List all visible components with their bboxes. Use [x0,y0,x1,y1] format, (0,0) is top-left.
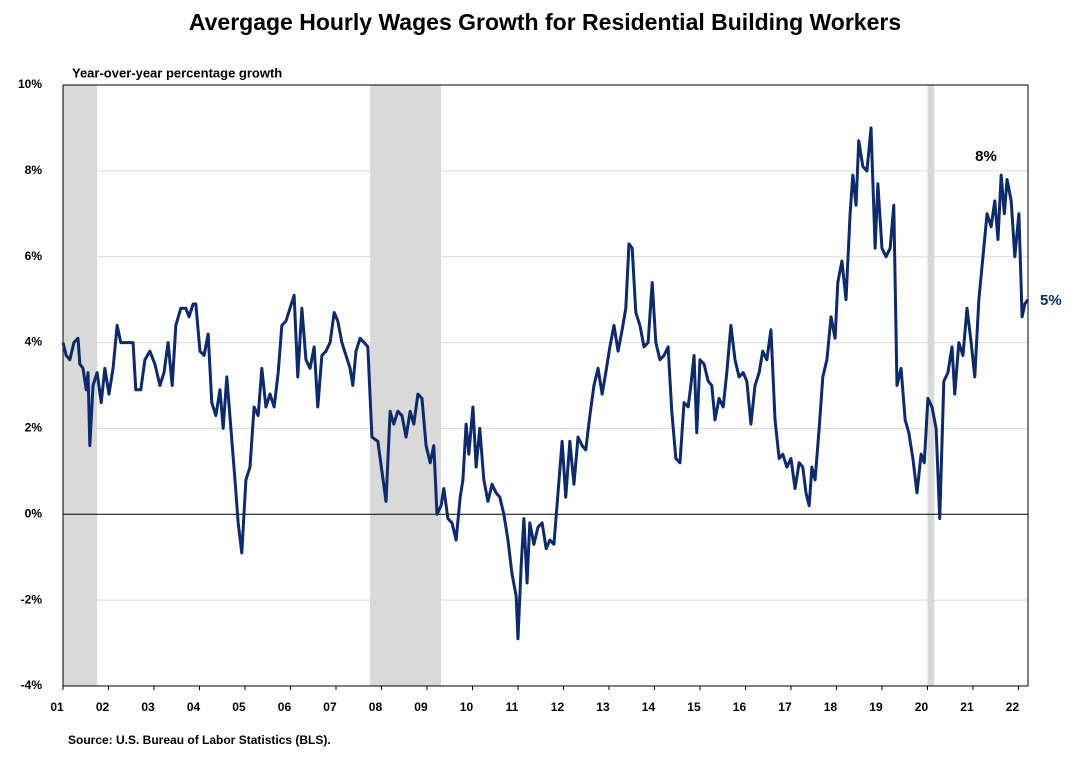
x-tick-label: 17 [778,700,792,714]
x-tick-label: 11 [506,700,519,714]
recession-band [370,85,442,686]
x-tick-label: 08 [369,700,383,714]
y-tick-label: 8% [25,163,43,177]
annotation: 5% [1040,292,1062,309]
y-tick-label: -4% [21,678,43,692]
x-tick-label: 01 [50,700,64,714]
y-tick-label: 10% [18,77,42,91]
x-tick-label: 16 [733,700,747,714]
recession-band [927,85,935,686]
x-tick-label: 14 [642,700,656,714]
y-tick-label: 6% [25,249,43,263]
y-tick-label: -2% [21,592,43,606]
data-line [61,126,1030,641]
x-tick-label: 20 [915,700,929,714]
x-tick-label: 15 [687,700,701,714]
x-tick-label: 09 [414,700,428,714]
x-tick-label: 05 [232,700,246,714]
plot-frame [62,84,1029,687]
x-tick-label: 19 [869,700,883,714]
x-tick-label: 10 [460,700,474,714]
x-tick-label: 02 [96,700,110,714]
recession-band [63,85,98,686]
x-tick-label: 18 [824,700,838,714]
x-tick-label: 13 [596,700,610,714]
y-tick-label: 4% [25,335,43,349]
y-tick-label: 0% [25,506,43,520]
source: Source: U.S. Bureau of Labor Statistics … [68,733,331,747]
x-tick-label: 22 [1006,700,1020,714]
y-axis-label: Year-over-year percentage growth [72,65,282,80]
chart-title: Avergage Hourly Wages Growth for Residen… [189,9,901,35]
x-tick-label: 07 [323,700,337,714]
annotation: 8% [975,148,997,165]
x-tick-label: 04 [187,700,201,714]
x-tick-label: 12 [551,700,565,714]
x-tick-label: 21 [960,700,974,714]
x-tick-label: 06 [278,700,292,714]
x-tick-label: 03 [141,700,155,714]
y-tick-label: 2% [25,421,43,435]
